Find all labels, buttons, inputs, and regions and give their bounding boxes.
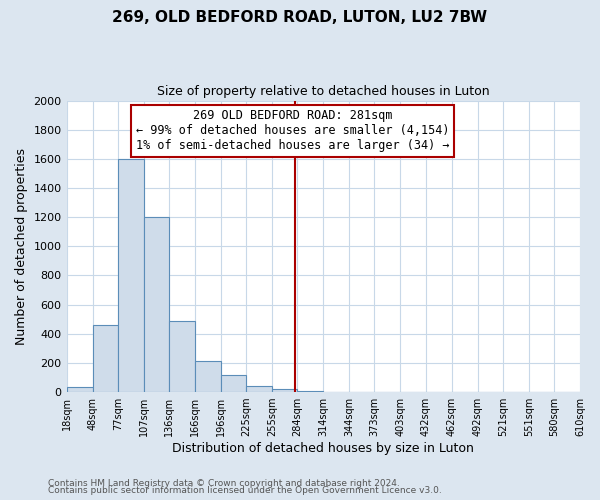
Bar <box>169 320 195 392</box>
Bar <box>246 386 272 392</box>
Text: 269, OLD BEDFORD ROAD, LUTON, LU2 7BW: 269, OLD BEDFORD ROAD, LUTON, LU2 7BW <box>112 10 488 25</box>
Text: Contains public sector information licensed under the Open Government Licence v3: Contains public sector information licen… <box>48 486 442 495</box>
Bar <box>92 325 118 392</box>
Bar <box>272 389 297 392</box>
Text: 269 OLD BEDFORD ROAD: 281sqm
← 99% of detached houses are smaller (4,154)
1% of : 269 OLD BEDFORD ROAD: 281sqm ← 99% of de… <box>136 110 449 152</box>
Bar <box>144 217 169 392</box>
Bar <box>221 374 246 392</box>
Text: Contains HM Land Registry data © Crown copyright and database right 2024.: Contains HM Land Registry data © Crown c… <box>48 478 400 488</box>
Y-axis label: Number of detached properties: Number of detached properties <box>15 148 28 345</box>
Title: Size of property relative to detached houses in Luton: Size of property relative to detached ho… <box>157 85 490 98</box>
Bar <box>195 362 221 392</box>
X-axis label: Distribution of detached houses by size in Luton: Distribution of detached houses by size … <box>172 442 474 455</box>
Bar <box>67 387 92 392</box>
Bar <box>118 159 144 392</box>
